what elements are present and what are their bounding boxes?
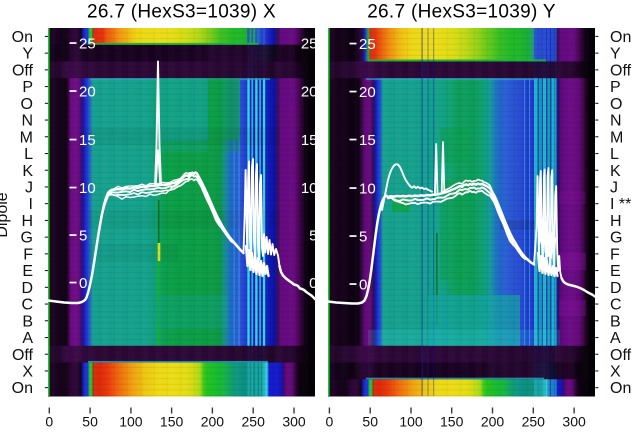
svg-text:I: I — [29, 196, 33, 213]
svg-text:150: 150 — [160, 414, 184, 430]
svg-text:X: X — [610, 364, 621, 381]
svg-text:N: N — [610, 113, 622, 130]
svg-text:B: B — [22, 313, 33, 330]
svg-text:L: L — [24, 146, 33, 163]
svg-text:Y: Y — [22, 46, 33, 63]
svg-text:Off: Off — [12, 347, 34, 364]
svg-text:D: D — [21, 280, 33, 297]
svg-text:100: 100 — [119, 414, 143, 430]
svg-text:B: B — [610, 313, 621, 330]
svg-text:50: 50 — [82, 414, 98, 430]
svg-text:M: M — [610, 129, 623, 146]
svg-text:10: 10 — [301, 180, 318, 197]
svg-text:H: H — [21, 213, 33, 230]
svg-text:C: C — [610, 297, 622, 314]
svg-text:G: G — [21, 230, 33, 247]
svg-text:0: 0 — [79, 275, 87, 292]
svg-text:On: On — [610, 29, 631, 46]
svg-text:20: 20 — [301, 83, 318, 100]
svg-text:I **: I ** — [610, 196, 631, 213]
svg-text:10: 10 — [359, 180, 376, 197]
svg-text:250: 250 — [522, 414, 546, 430]
svg-text:F: F — [23, 246, 33, 263]
svg-text:A: A — [22, 330, 33, 347]
svg-text:L: L — [610, 146, 619, 163]
svg-text:Off: Off — [12, 62, 34, 79]
svg-text:25: 25 — [79, 35, 96, 52]
svg-text:20: 20 — [359, 84, 376, 101]
svg-text:H: H — [610, 213, 622, 230]
svg-text:Off: Off — [610, 347, 632, 364]
svg-text:P: P — [22, 79, 33, 96]
svg-text:100: 100 — [399, 414, 423, 430]
svg-text:15: 15 — [79, 132, 96, 149]
svg-text:D: D — [610, 280, 622, 297]
svg-text:26.7 (HexS3=1039) Y: 26.7 (HexS3=1039) Y — [367, 2, 556, 23]
svg-text:26.7 (HexS3=1039) X: 26.7 (HexS3=1039) X — [87, 2, 276, 23]
svg-text:15: 15 — [301, 132, 318, 149]
svg-text:15: 15 — [359, 132, 376, 149]
svg-text:0: 0 — [359, 276, 367, 293]
svg-text:200: 200 — [201, 414, 225, 430]
svg-text:200: 200 — [481, 414, 505, 430]
svg-text:250: 250 — [242, 414, 266, 430]
svg-text:M: M — [20, 129, 33, 146]
svg-text:50: 50 — [362, 414, 378, 430]
svg-text:X: X — [22, 364, 33, 381]
svg-text:O: O — [21, 96, 33, 113]
svg-text:25: 25 — [359, 36, 376, 53]
svg-text:K: K — [22, 163, 33, 180]
svg-text:G: G — [610, 230, 622, 247]
svg-text:Dipole: Dipole — [0, 192, 11, 237]
svg-text:10: 10 — [79, 180, 96, 197]
svg-text:300: 300 — [282, 414, 306, 430]
svg-text:J: J — [610, 180, 618, 197]
svg-text:C: C — [21, 297, 33, 314]
svg-text:F: F — [610, 246, 620, 263]
svg-text:K: K — [610, 163, 621, 180]
svg-text:25: 25 — [301, 35, 318, 52]
svg-text:150: 150 — [440, 414, 464, 430]
svg-text:5: 5 — [79, 227, 87, 244]
svg-text:P: P — [610, 79, 621, 96]
svg-text:Off: Off — [610, 62, 632, 79]
svg-text:On: On — [12, 380, 33, 397]
svg-text:Y: Y — [610, 46, 621, 63]
svg-text:300: 300 — [562, 414, 586, 430]
svg-text:N: N — [21, 113, 33, 130]
svg-text:20: 20 — [79, 83, 96, 100]
svg-text:J: J — [25, 180, 33, 197]
svg-text:A: A — [610, 330, 621, 347]
svg-text:E: E — [22, 263, 33, 280]
svg-text:O: O — [610, 96, 622, 113]
svg-text:0: 0 — [309, 275, 317, 292]
svg-text:On: On — [610, 380, 631, 397]
svg-text:5: 5 — [359, 228, 367, 245]
svg-text:0: 0 — [45, 414, 53, 430]
svg-text:On: On — [12, 29, 33, 46]
svg-text:E: E — [610, 263, 621, 280]
svg-text:5: 5 — [309, 227, 317, 244]
svg-text:0: 0 — [326, 414, 334, 430]
